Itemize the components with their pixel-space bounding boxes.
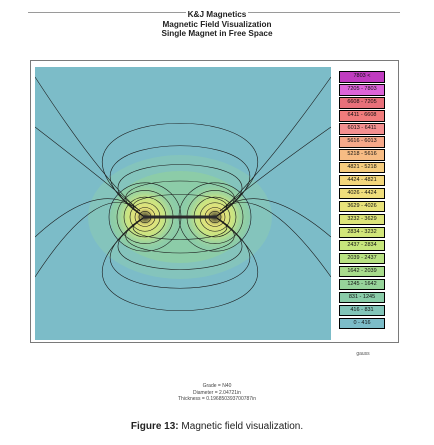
thickness-text: Thickness = 0.196850393700787in: [178, 396, 256, 402]
field-line: [208, 211, 222, 223]
visualization-frame: 7803 <7205 - 7803 6608 - 7205 6411 - 6608 6…: [30, 60, 399, 357]
field-line: [219, 202, 331, 278]
field-line: [101, 123, 259, 218]
field-line: [199, 202, 231, 232]
header: K&J Magnetics Magnetic Field Visualizati…: [0, 10, 434, 39]
field-line: [125, 216, 235, 254]
legend-item: 6013 - 6411: [339, 122, 385, 135]
field-line: [178, 182, 252, 252]
magnet-body: [143, 215, 217, 219]
visualization-title: Magnetic Field Visualization: [160, 19, 274, 29]
field-plot-svg: [35, 67, 331, 340]
field-line: [186, 190, 244, 244]
field-legend: 7803 <7205 - 7803 6608 - 7205 6411 - 6608 6…: [339, 71, 385, 331]
diameter-text: Diameter = 2.04721in: [193, 389, 241, 396]
legend-item: 2834 - 3232: [339, 226, 385, 239]
legend-item: 416 - 831: [339, 304, 385, 317]
legend-item: 4821 - 5218: [339, 161, 385, 174]
legend-item: 3629 - 4026: [339, 200, 385, 213]
field-line: [125, 180, 235, 218]
legend-item: 6411 - 6608: [339, 109, 385, 122]
figure-caption: Figure 13: Magnetic field visualization.: [0, 421, 434, 432]
legend-unit: gauss: [356, 351, 370, 357]
legend-item: 4424 - 4821: [339, 174, 385, 187]
legend-item: 7205 - 7803: [339, 83, 385, 96]
field-line: [219, 76, 331, 212]
field-line: [204, 207, 226, 227]
field-line: [193, 196, 237, 238]
grade-text: Grade = N40: [202, 383, 232, 389]
legend-item: 0 - 416: [339, 317, 385, 330]
company-name: K&J Magnetics: [185, 10, 249, 20]
legend-item: 2437 - 2834: [339, 239, 385, 252]
legend-item: 3232 - 3629: [339, 213, 385, 226]
field-line: [219, 126, 331, 212]
legend-item: 5616 - 6013: [339, 135, 385, 148]
caption-text: Magnetic field visualization.: [181, 421, 304, 432]
visualization-subtitle: Single Magnet in Free Space: [159, 29, 275, 39]
caption-label: Figure 13:: [130, 421, 179, 432]
field-plot: [35, 67, 331, 340]
legend-item: 1245 - 1642: [339, 278, 385, 291]
field-line: [101, 216, 259, 311]
field-line: [109, 216, 251, 289]
magnet-parameters: Grade = N40 Diameter = 2.04721in Thickne…: [0, 383, 434, 403]
legend-item: 831 - 1245: [339, 291, 385, 304]
legend-item: 2039 - 2437: [339, 252, 385, 265]
field-line: [35, 76, 141, 212]
legend-item: 5218 - 5616: [339, 148, 385, 161]
legend-item: 4026 - 4424: [339, 187, 385, 200]
legend-item: 6608 - 7205: [339, 96, 385, 109]
field-line: [35, 126, 141, 212]
legend-item: 1642 - 2039: [339, 265, 385, 278]
field-line: [35, 202, 141, 278]
legend-item: 7803 <: [339, 71, 385, 83]
